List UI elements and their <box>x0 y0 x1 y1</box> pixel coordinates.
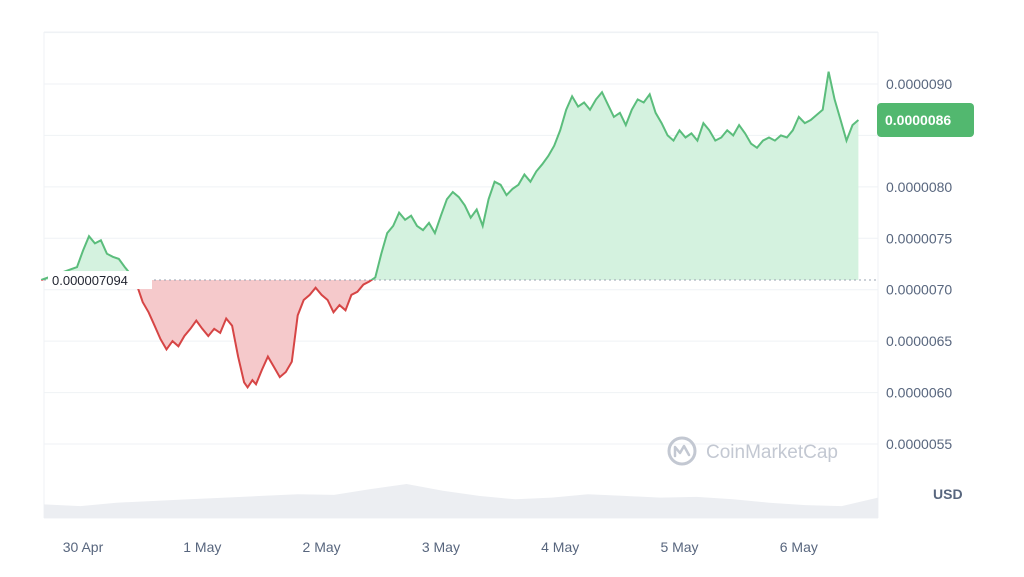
price-line-below-reference <box>41 280 374 390</box>
y-tick-label: 0.0000075 <box>886 230 952 246</box>
y-tick-label: 0.0000060 <box>886 385 952 401</box>
x-tick-label: 6 May <box>780 539 818 555</box>
price-line-above-reference <box>40 71 860 281</box>
current-price-badge: 0.0000086 <box>877 103 974 137</box>
current-price-label: 0.0000086 <box>885 112 951 128</box>
reference-price-tag-background <box>48 271 152 290</box>
y-tick-label: 0.0000090 <box>886 76 952 92</box>
x-axis: 30 Apr 1 May 2 May 3 May 4 May 5 May 6 May <box>63 539 818 555</box>
x-tick-label: 5 May <box>660 539 698 555</box>
x-tick-label: 4 May <box>541 539 579 555</box>
volume-area <box>44 484 878 518</box>
coinmarketcap-logo-icon <box>667 436 697 466</box>
x-tick-label: 2 May <box>303 539 341 555</box>
currency-label: USD <box>933 486 963 502</box>
x-tick-label: 1 May <box>183 539 221 555</box>
grid-lines <box>43 31 879 519</box>
watermark-text: CoinMarketCap <box>706 442 838 463</box>
y-tick-label: 0.0000065 <box>886 333 952 349</box>
x-tick-label: 3 May <box>422 539 460 555</box>
price-fill-below-reference <box>41 280 859 388</box>
y-axis: 0.0000055 0.0000060 0.0000065 0.0000070 0.00… <box>886 76 952 452</box>
price-fill-above-reference <box>41 71 859 281</box>
current-price-badge-background <box>877 103 974 137</box>
y-tick-label: 0.0000070 <box>886 282 952 298</box>
plot-area <box>40 71 878 390</box>
y-tick-label: 0.0000080 <box>886 179 952 195</box>
reference-price-label: 0.000007094 <box>52 273 128 288</box>
reference-price-tag: 0.000007094 <box>48 271 152 290</box>
y-tick-label: 0.0000055 <box>886 436 952 452</box>
x-tick-label: 30 Apr <box>63 539 104 555</box>
watermark: CoinMarketCap <box>667 436 838 466</box>
